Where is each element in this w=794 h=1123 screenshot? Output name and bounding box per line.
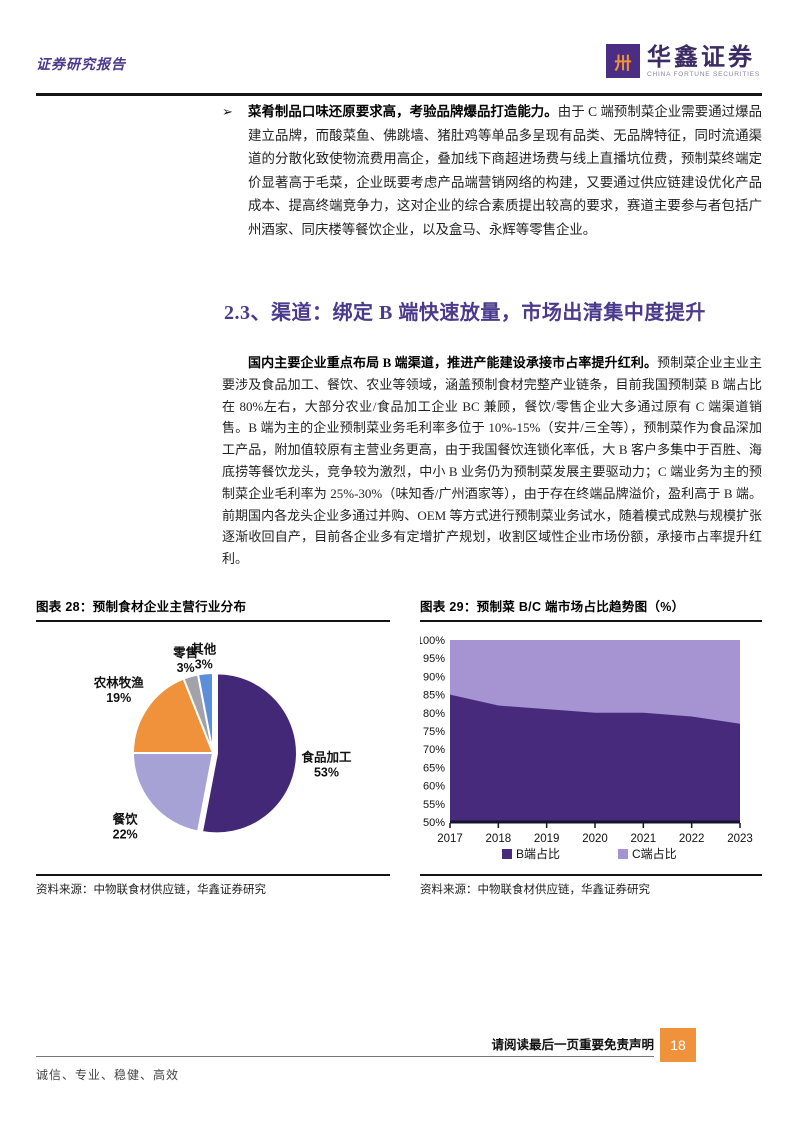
figure-29-bottom-rule [420,874,762,876]
x-tick-label: 2021 [631,833,657,845]
pie-label-1: 食品加工 53% [300,750,352,780]
bullet-paragraph: ➢ 菜肴制品口味还原要求高，考验品牌爆品打造能力。由于 C 端预制菜企业需要通过爆… [222,100,762,241]
figure-28-source: 资料来源：中物联食材供应链，华鑫证券研究 [36,884,266,896]
body-paragraph: 国内主要企业重点布局 B 端渠道，推进产能建设承接市占率提升红利。预制菜企业主业… [222,352,762,570]
page-number-badge: 18 [660,1028,696,1062]
figure-29-source: 资料来源：中物联食材供应链，华鑫证券研究 [420,884,650,896]
y-tick-label: 75% [423,726,445,738]
x-tick-label: 2017 [437,833,463,845]
company-logo-icon: 卅 [606,44,641,78]
y-tick-label: 70% [423,744,445,756]
bullet-paragraph-lead: 菜肴制品口味还原要求高，考验品牌爆品打造能力。 [248,104,558,119]
bullet-paragraph-text: 由于 C 端预制菜企业需要通过爆品建立品牌，而酸菜鱼、佛跳墙、猪肚鸡等单品多呈现… [248,104,762,237]
pie-slice-3 [132,677,214,754]
pie-chart: 食品加工 53% 餐饮 22% 农林牧渔 19% 零售 3% 其他 3% [36,622,390,874]
report-type-label: 证券研究报告 [36,58,126,73]
body-paragraph-text: 预制菜企业主业主要涉及食品加工、餐饮、农业等领域，涵盖预制食材完整产业链条，目前… [222,355,762,567]
y-tick-label: 65% [423,762,445,774]
company-name-en: CHINA FORTUNE SECURITIES [647,70,760,78]
company-logo: 卅 华鑫证券 CHINA FORTUNE SECURITIES [606,44,760,78]
area-chart: 50% 55% 60% 65% 70% 75% 80% 85% 90% 95% 100% 2017 20… [417,622,762,874]
figure-28-top-rule [36,620,390,622]
x-tick-label: 2020 [582,833,608,845]
company-name-cn: 华鑫证券 [647,44,756,71]
pie-slice-2 [132,752,214,833]
pie-label-3: 农林牧渔 19% [93,675,145,705]
x-tick-label: 2018 [486,833,512,845]
x-tick-label: 2022 [679,833,705,845]
y-tick-label: 80% [423,708,445,720]
figure-28-title: 图表 28：预制食材企业主营行业分布 [36,600,247,614]
x-tick-label: 2023 [727,833,753,845]
figure-28: 图表 28：预制食材企业主营行业分布 食品加工 53% 餐饮 22% 农林牧渔 19% 零售… [36,596,390,897]
y-tick-label: 50% [423,817,445,829]
y-tick-label: 100% [420,635,445,647]
legend-swatch-2 [618,849,628,859]
x-tick-label: 2019 [534,833,560,845]
section-heading: 2.3、渠道：绑定 B 端快速放量，市场出清集中度提升 [224,302,706,324]
body-paragraph-lead: 国内主要企业重点布局 B 端渠道，推进产能建设承接市占率提升红利。 [248,355,658,370]
pie-label-4: 零售 3% [172,645,198,675]
y-tick-label: 95% [423,653,445,665]
pie-chart-svg: 食品加工 53% 餐饮 22% 农林牧渔 19% 零售 3%其他 3% [93,641,352,842]
figure-28-bottom-rule [36,874,390,876]
footer-slogan: 诚信、专业、稳健、高效 [36,1068,180,1082]
y-tick-label: 60% [423,781,445,793]
pie-label-2: 餐饮 22% [112,812,139,842]
bullet-arrow-icon: ➢ [222,104,233,119]
legend-swatch-1 [502,849,512,859]
pie-label-5: 其他 3% [191,641,217,671]
figure-29: 图表 29：预制菜 B/C 端市场占比趋势图（%） 50% 55% 60% 65% 70… [417,596,762,897]
legend-label-1: B端占比 [516,846,560,861]
footer-disclaimer: 请阅读最后一页重要免责声明 [491,1038,654,1052]
area-chart-svg: 50% 55% 60% 65% 70% 75% 80% 85% 90% 95% 100% 2017 20… [417,635,753,861]
figure-29-top-rule [420,620,762,622]
y-tick-label: 55% [423,799,445,811]
footer-divider [36,1056,654,1057]
header-divider [36,93,762,96]
y-tick-label: 85% [423,690,445,702]
y-tick-label: 90% [423,671,445,683]
pie-slice-5 [197,672,214,754]
pie-slice-1 [200,672,298,835]
figure-29-title: 图表 29：预制菜 B/C 端市场占比趋势图（%） [420,600,685,614]
legend-label-2: C端占比 [632,846,677,861]
area-series-b [450,694,740,822]
